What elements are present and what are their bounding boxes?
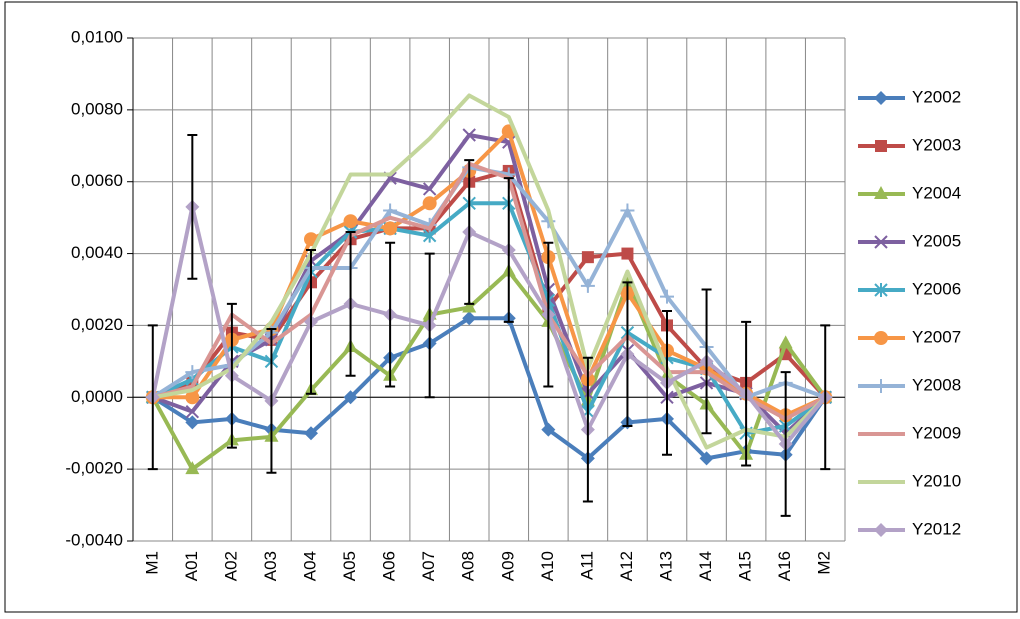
- legend-label: Y2003: [912, 135, 961, 154]
- error-bar: [622, 281, 633, 428]
- marker: [422, 182, 437, 196]
- series: Y2009: [152, 161, 961, 442]
- x-tick-label: A11: [577, 551, 596, 580]
- error-bar: [306, 248, 316, 395]
- series: Y2010: [152, 93, 961, 490]
- x-tick-label: M2: [815, 551, 834, 575]
- legend-label: Y2004: [912, 183, 961, 202]
- marker: [185, 461, 200, 475]
- error-bar: [147, 324, 158, 471]
- series-line: [152, 133, 827, 436]
- series-line: [152, 161, 827, 421]
- error-bar: [662, 310, 672, 456]
- x-tick-label: A09: [498, 551, 517, 581]
- x-tick-label: A07: [419, 551, 438, 581]
- y-tick-label: 0,0000: [71, 387, 123, 406]
- legend-marker: [874, 523, 888, 537]
- error-bar: [582, 356, 593, 503]
- legend-label: Y2005: [912, 231, 961, 250]
- error-bar: [780, 371, 791, 517]
- chart-border: [4, 1, 1018, 613]
- error-bar: [820, 324, 831, 471]
- marker: [185, 390, 200, 405]
- marker: [620, 203, 635, 218]
- y-tick-label: -0,0040: [65, 530, 123, 549]
- legend-label: Y2009: [912, 423, 961, 442]
- x-tick-label: A01: [182, 551, 201, 581]
- x-tick-label: M1: [142, 551, 161, 575]
- error-bar: [503, 177, 514, 323]
- marker: [185, 365, 200, 380]
- error-bar: [226, 302, 237, 449]
- error-bar: [385, 241, 396, 388]
- marker: [660, 289, 674, 304]
- error-bar: [266, 328, 277, 474]
- legend-marker: [874, 379, 888, 393]
- marker: [621, 247, 634, 260]
- marker: [699, 451, 714, 466]
- legend-label: Y2010: [912, 471, 961, 490]
- y-tick-label: 0,0040: [71, 243, 123, 262]
- x-tick-label: A03: [261, 551, 280, 581]
- x-tick-label: A04: [300, 551, 319, 581]
- error-bar: [345, 231, 356, 377]
- marker: [185, 415, 200, 430]
- x-tick-label: A15: [736, 551, 755, 581]
- series-line: [151, 316, 827, 461]
- x-tick-label: A14: [696, 551, 715, 581]
- error-bar: [187, 134, 198, 280]
- legend-label: Y2007: [912, 327, 961, 346]
- legend-label: Y2012: [912, 519, 961, 538]
- y-tick-label: 0,0060: [71, 171, 123, 190]
- series-line: [150, 204, 827, 446]
- marker: [383, 221, 398, 236]
- y-tick-label: -0,0020: [65, 459, 123, 478]
- marker: [462, 128, 476, 142]
- x-tick-label: A10: [538, 551, 557, 581]
- error-bar: [424, 252, 435, 399]
- x-tick-label: A13: [656, 551, 675, 581]
- legend-label: Y2008: [912, 375, 961, 394]
- series-line: [152, 93, 827, 450]
- x-tick-label: A06: [380, 551, 399, 581]
- legend-marker: [874, 186, 888, 199]
- x-tick-label: A08: [459, 551, 478, 581]
- x-tick-label: A05: [340, 551, 359, 581]
- legend-marker: [874, 283, 888, 297]
- marker: [778, 335, 793, 349]
- series-line: [151, 269, 827, 472]
- series: Y2012: [145, 199, 961, 538]
- y-tick-label: 0,0100: [71, 27, 123, 46]
- x-tick-label: A02: [221, 551, 240, 581]
- x-tick-label: A12: [617, 551, 636, 581]
- marker: [343, 390, 358, 405]
- marker: [581, 251, 594, 264]
- legend-marker: [874, 331, 888, 345]
- legend-marker: [874, 91, 888, 105]
- marker: [383, 203, 398, 218]
- marker: [343, 214, 358, 229]
- marker: [462, 311, 477, 326]
- y-tick-label: 0,0020: [71, 315, 123, 334]
- marker: [462, 299, 477, 313]
- marker: [541, 422, 556, 437]
- marker: [580, 278, 595, 293]
- error-bar: [543, 241, 554, 388]
- marker: [422, 196, 437, 211]
- x-tick-label: A16: [775, 551, 794, 581]
- legend-marker: [875, 140, 887, 152]
- marker: [304, 426, 318, 441]
- error-bar: [741, 320, 752, 467]
- legend-label: Y2002: [912, 87, 961, 106]
- legend-label: Y2006: [912, 279, 961, 298]
- y-tick-label: 0,0080: [71, 99, 123, 118]
- error-bar: [701, 288, 712, 435]
- legend-marker: [874, 235, 888, 249]
- marker: [185, 404, 200, 419]
- series-line: [151, 201, 827, 436]
- error-bar: [464, 159, 475, 305]
